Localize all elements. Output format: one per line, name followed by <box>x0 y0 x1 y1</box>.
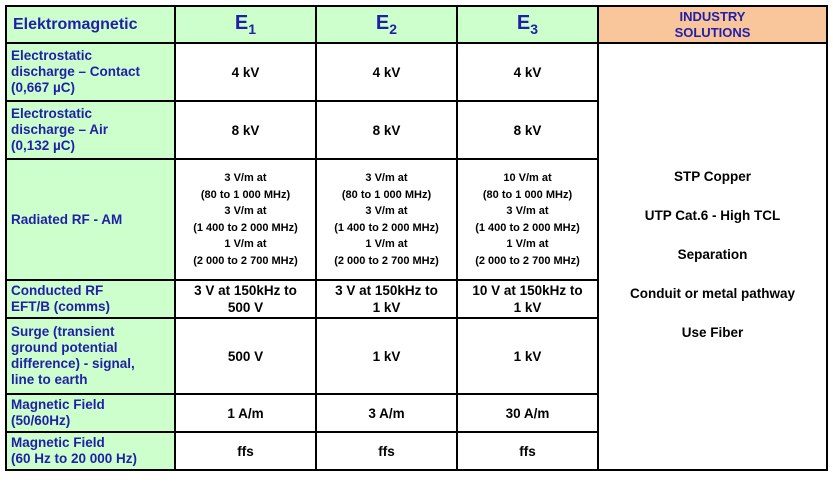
table-row: Electrostatic discharge – Air (0,132 µC)… <box>5 100 827 160</box>
industry-solutions-cell: STP Copper UTP Cat.6 - High TCL Separati… <box>597 42 828 471</box>
cell-e3: 10 V at 150kHz to 1 kV <box>456 279 599 319</box>
cell-e2: 3 V/m at (80 to 1 000 MHz) 3 V/m at (1 4… <box>315 158 458 281</box>
cell-e2: ffs <box>315 431 458 471</box>
cell-e3: 10 V/m at (80 to 1 000 MHz) 3 V/m at (1 … <box>456 158 599 281</box>
solution-item: Separation <box>677 247 748 262</box>
header-industry-solutions: INDUSTRY SOLUTIONS <box>597 5 828 44</box>
cell-e2: 1 kV <box>315 317 458 395</box>
table-row: Electrostatic discharge – Contact (0,667… <box>5 42 828 471</box>
solution-item: STP Copper <box>673 169 751 184</box>
cell-e1: 4 kV <box>174 42 317 102</box>
header-elektromagnetic: Elektromagnetic <box>5 5 176 44</box>
cell-e2: 4 kV <box>315 42 458 102</box>
table-row: Radiated RF - AM 3 V/m at (80 to 1 000 M… <box>5 158 827 281</box>
cell-e1: 8 kV <box>174 100 317 160</box>
row-label-magnetic-field-50-60: Magnetic Field (50/60Hz) <box>5 393 176 433</box>
table-row: Magnetic Field (50/60Hz) 1 A/m 3 A/m 30 … <box>5 393 827 433</box>
em-environment-table: Elektromagnetic E1 E2 E3 INDUSTRY SOLUTI… <box>5 5 828 471</box>
cell-e1: 3 V/m at (80 to 1 000 MHz) 3 V/m at (1 4… <box>174 158 317 281</box>
table-row: Magnetic Field (60 Hz to 20 000 Hz) ffs … <box>5 431 827 471</box>
cell-e3: ffs <box>456 431 599 471</box>
solution-item: Conduit or metal pathway <box>629 286 795 301</box>
cell-e3: 8 kV <box>456 100 599 160</box>
header-e3: E3 <box>456 5 599 44</box>
table-row: Conducted RF EFT/B (comms) 3 V at 150kHz… <box>5 279 827 319</box>
cell-e2: 8 kV <box>315 100 458 160</box>
cell-e3: 4 kV <box>456 42 599 102</box>
row-label-surge: Surge (transient ground potential differ… <box>5 317 176 395</box>
header-row: Elektromagnetic E1 E2 E3 INDUSTRY SOLUTI… <box>5 5 828 44</box>
cell-e1: 3 V at 150kHz to 500 V <box>174 279 317 319</box>
row-label-radiated-rf: Radiated RF - AM <box>5 158 176 281</box>
cell-e2: 3 V at 150kHz to 1 kV <box>315 279 458 319</box>
solution-item: UTP Cat.6 - High TCL <box>644 208 781 223</box>
cell-e2: 3 A/m <box>315 393 458 433</box>
solution-item: Use Fiber <box>681 325 744 340</box>
row-label-magnetic-field-60hz-20khz: Magnetic Field (60 Hz to 20 000 Hz) <box>5 431 176 471</box>
cell-e3: 30 A/m <box>456 393 599 433</box>
table-row: Surge (transient ground potential differ… <box>5 317 827 395</box>
row-label-esd-air: Electrostatic discharge – Air (0,132 µC) <box>5 100 176 160</box>
cell-e1: 1 A/m <box>174 393 317 433</box>
header-e1: E1 <box>174 5 317 44</box>
row-label-esd-contact: Electrostatic discharge – Contact (0,667… <box>5 42 176 102</box>
cell-e1: 500 V <box>174 317 317 395</box>
cell-e1: ffs <box>174 431 317 471</box>
header-e2: E2 <box>315 5 458 44</box>
row-label-conducted-rf: Conducted RF EFT/B (comms) <box>5 279 176 319</box>
cell-e3: 1 kV <box>456 317 599 395</box>
